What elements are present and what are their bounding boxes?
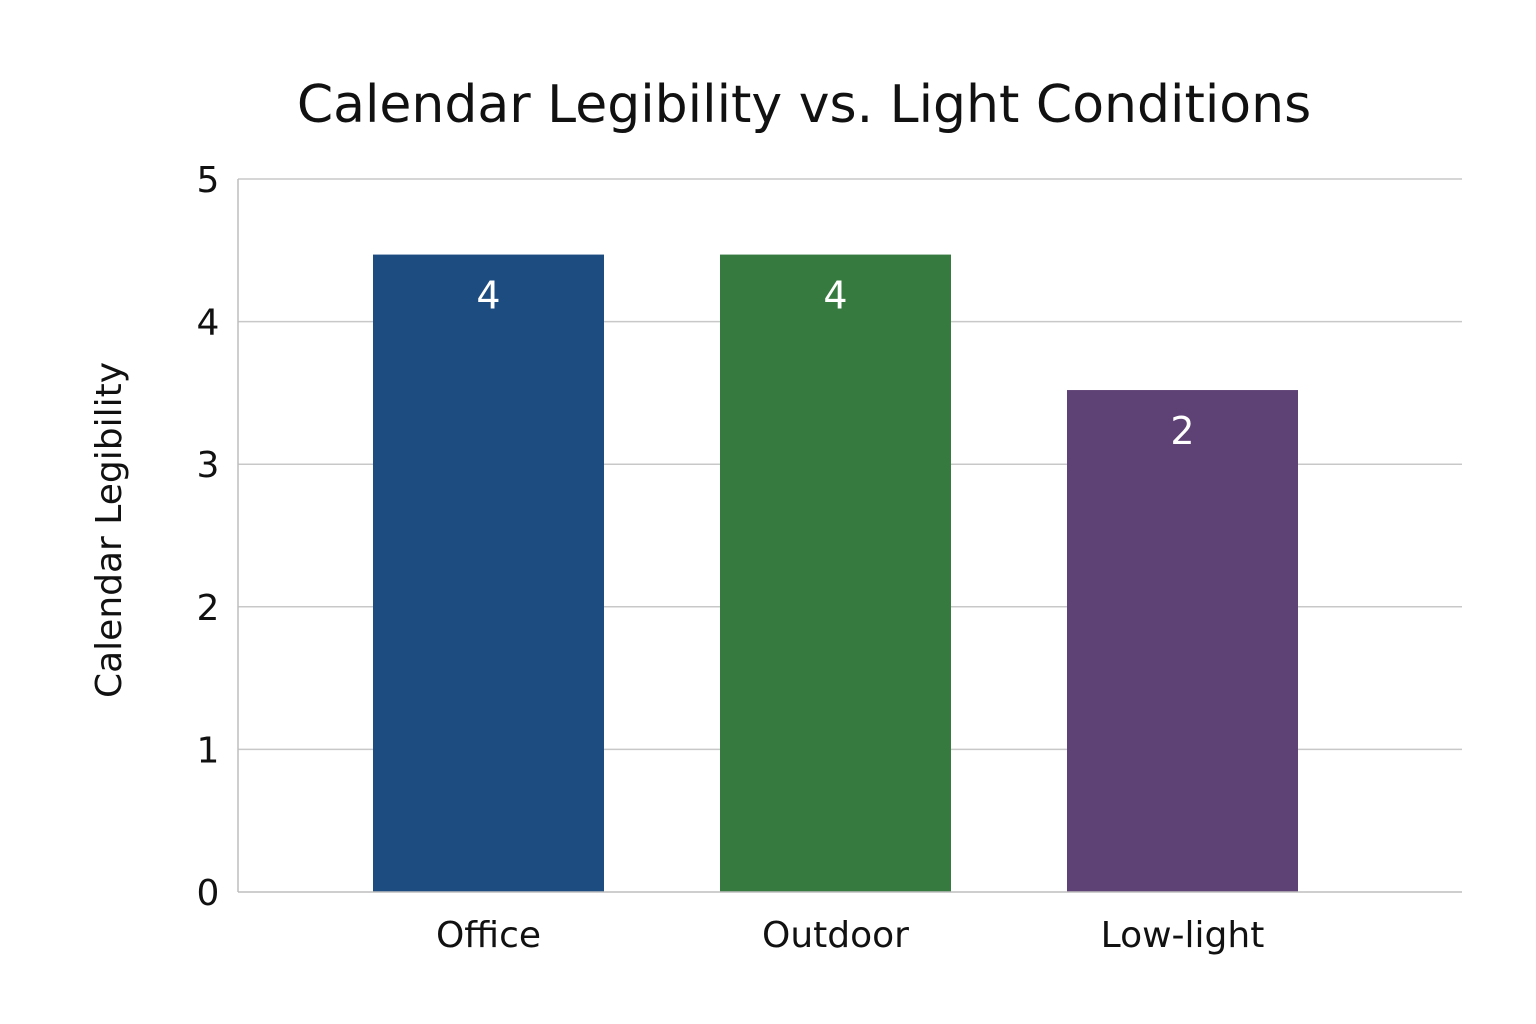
y-axis-label: Calendar Legibility (89, 362, 130, 698)
bar-low-light (1067, 390, 1298, 892)
y-tick-label: 3 (197, 445, 220, 486)
bar-data-label: 4 (476, 274, 500, 318)
y-tick-label: 4 (197, 303, 220, 344)
bar-outdoor (720, 254, 951, 892)
y-tick-label: 0 (197, 873, 220, 914)
bar-data-label: 2 (1170, 409, 1194, 453)
y-tick-label: 1 (197, 730, 220, 771)
bar-data-label: 4 (823, 274, 847, 318)
y-axis-ticks: 0 1 2 3 4 5 (197, 160, 220, 914)
x-tick-label: Office (436, 915, 541, 956)
axes (237, 179, 1462, 893)
chart-title: Calendar Legibility vs. Light Conditions (297, 75, 1311, 135)
x-tick-label: Low-light (1101, 915, 1265, 956)
x-tick-label: Outdoor (762, 915, 909, 956)
data-labels: 4 4 2 (476, 274, 1194, 453)
x-axis-ticks: Office Outdoor Low-light (436, 915, 1264, 956)
bars (373, 254, 1298, 892)
y-tick-label: 5 (197, 160, 220, 201)
y-tick-label: 2 (197, 588, 220, 629)
bar-office (373, 254, 604, 892)
